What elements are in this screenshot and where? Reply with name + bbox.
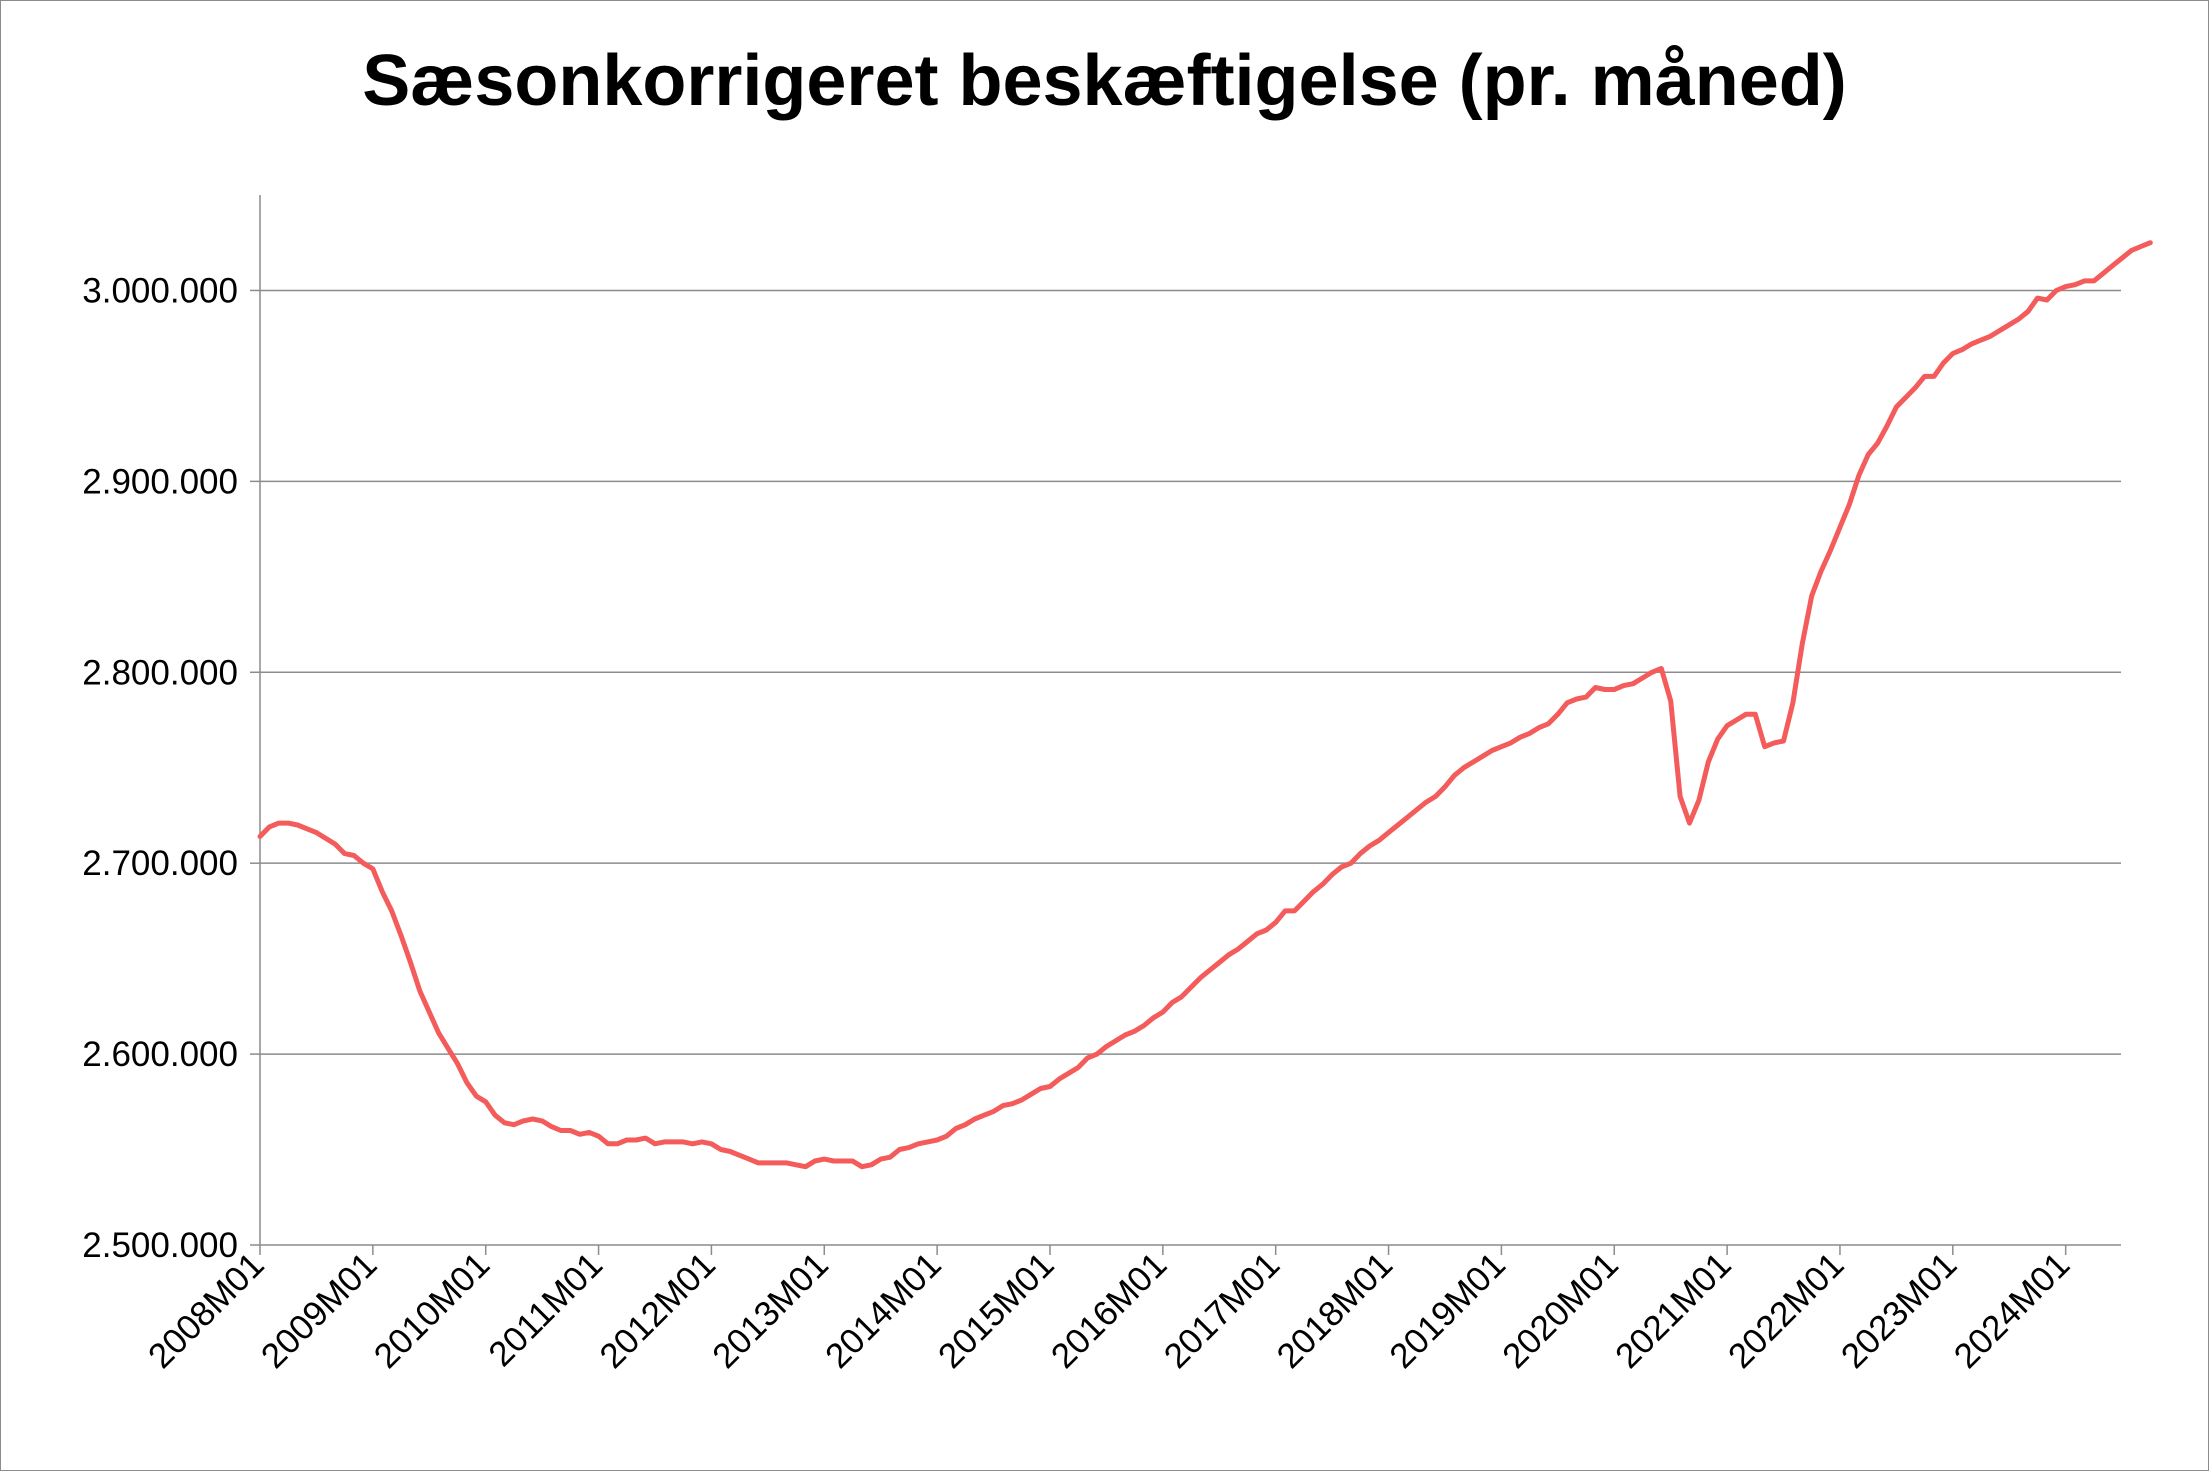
chart-title: Sæsonkorrigeret beskæftigelse (pr. måned… xyxy=(362,41,1847,121)
x-tick-label: 2009M01 xyxy=(254,1245,385,1376)
x-tick-label: 2019M01 xyxy=(1382,1245,1513,1376)
y-tick-label: 2.900.000 xyxy=(82,462,238,501)
x-tick-label: 2016M01 xyxy=(1044,1245,1175,1376)
x-tick-label: 2013M01 xyxy=(705,1245,836,1376)
y-tick-label: 3.000.000 xyxy=(82,271,238,310)
x-tick-label: 2010M01 xyxy=(367,1245,498,1376)
y-tick-label: 2.500.000 xyxy=(82,1226,238,1265)
series-line xyxy=(257,240,2153,1170)
x-tick-label: 2014M01 xyxy=(818,1245,949,1376)
x-tick-label: 2017M01 xyxy=(1157,1245,1288,1376)
x-tick-label: 2022M01 xyxy=(1721,1245,1852,1376)
x-tick-label: 2011M01 xyxy=(481,1245,610,1374)
x-tick-label: 2018M01 xyxy=(1269,1245,1400,1376)
y-tick-label: 2.600.000 xyxy=(82,1035,238,1074)
x-tick-label: 2015M01 xyxy=(931,1245,1062,1376)
y-tick-label: 2.700.000 xyxy=(82,844,238,883)
x-tick-label: 2024M01 xyxy=(1947,1245,2078,1376)
x-tick-label: 2012M01 xyxy=(592,1245,723,1376)
x-tick-label: 2020M01 xyxy=(1495,1245,1626,1376)
y-tick-label: 2.800.000 xyxy=(82,653,238,692)
x-tick-label: 2021M01 xyxy=(1608,1245,1739,1376)
x-tick-label: 2023M01 xyxy=(1834,1245,1965,1376)
